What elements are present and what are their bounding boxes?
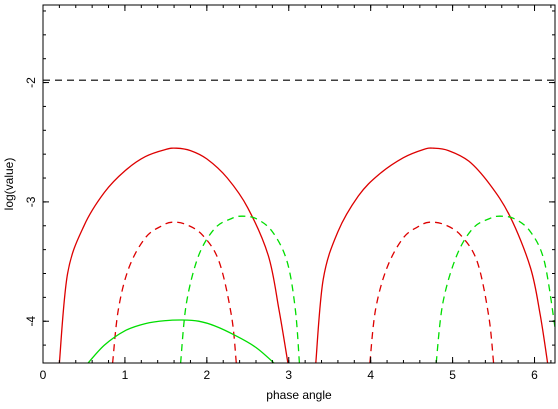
series-3-line — [369, 221, 495, 364]
x-tick-label: 6 — [531, 368, 538, 382]
series-layer — [43, 79, 556, 364]
x-tick-label: 5 — [449, 368, 456, 382]
x-tick-label: 3 — [285, 368, 292, 382]
series-5-line — [435, 215, 556, 364]
y-tick-label: -2 — [24, 77, 38, 88]
ticks-layer: 0 1 2 3 4 5 6 -2 -3 -4 — [24, 5, 555, 382]
x-tick-label: 2 — [203, 368, 210, 382]
series-4-line — [179, 215, 301, 364]
x-tick-label: 1 — [122, 368, 129, 382]
series-0-line — [58, 147, 289, 364]
x-tick-label: 0 — [40, 368, 47, 382]
series-2-line — [111, 221, 237, 364]
series-6-line — [87, 319, 275, 364]
y-tick-label: -4 — [24, 316, 38, 327]
y-axis-label: log(value) — [2, 158, 16, 211]
plot-frame — [42, 4, 556, 364]
series-1-line — [315, 147, 549, 364]
x-tick-label: 4 — [367, 368, 374, 382]
x-axis-label: phase angle — [266, 388, 332, 402]
y-tick-label: -3 — [24, 196, 38, 207]
